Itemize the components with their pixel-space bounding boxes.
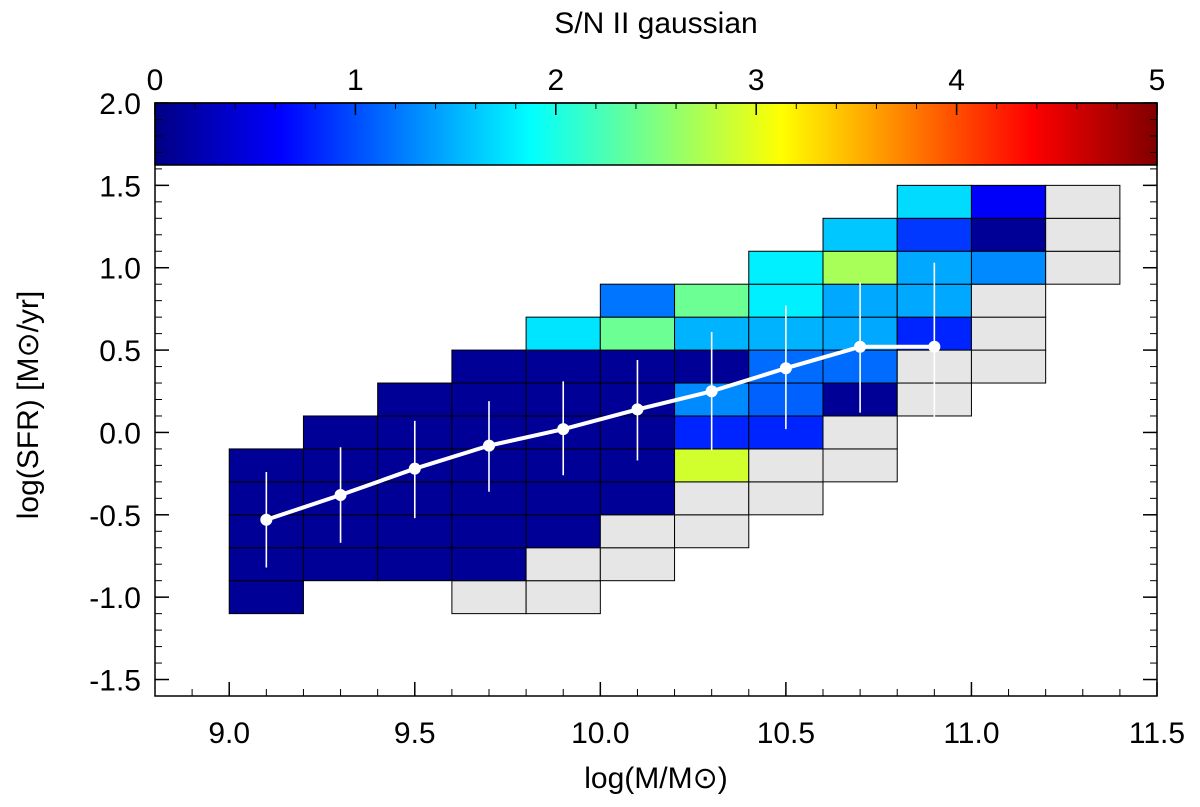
heatmap-bin (525, 349, 601, 384)
y-tick-label: -1.5 (89, 665, 141, 698)
x-tick-label: 10.0 (571, 717, 629, 750)
median-point (854, 340, 867, 353)
heatmap-bin (302, 415, 379, 450)
y-tick-label: 1.5 (99, 170, 141, 203)
median-point (483, 439, 495, 452)
y-tick-label: 1.0 (99, 253, 141, 286)
empty-bin (970, 283, 1047, 318)
empty-bin (674, 514, 750, 549)
plot-axes: 9.0 9.5 10.0 10.5 11.0 11.5 -1.5 -1.0 -0.5 0.0 0.5… (89, 88, 1185, 750)
empty-bin (748, 481, 824, 516)
empty-bin (970, 316, 1047, 351)
empty-bin (1045, 184, 1121, 219)
heatmap-cells (228, 184, 1121, 615)
median-point (705, 385, 718, 398)
median-point (928, 340, 941, 353)
heatmap-bin (377, 514, 453, 549)
heatmap-bin (896, 184, 972, 219)
y-axis-label: log(SFR) [M⊙/yr] (12, 291, 45, 519)
empty-bin (451, 580, 527, 615)
median-point (557, 423, 570, 436)
colorbar-gradient (154, 102, 1158, 166)
colorbar-tick-label: 4 (948, 64, 965, 97)
colorbar-tick-label: 5 (1149, 64, 1166, 97)
x-tick-label: 9.0 (208, 717, 250, 750)
y-tick-label: -1.0 (89, 582, 141, 615)
empty-bin (525, 580, 601, 615)
x-tick-label: 11.0 (943, 717, 999, 750)
heatmap-bin (970, 184, 1047, 219)
empty-bin (674, 481, 750, 516)
median-point (260, 513, 273, 526)
heatmap-bin (451, 514, 527, 549)
heatmap-bin (599, 316, 676, 351)
median-point (779, 362, 792, 375)
heatmap-bin (525, 514, 601, 549)
colorbar-title: S/N II gaussian (554, 7, 757, 40)
median-line (260, 262, 941, 568)
heatmap-bin (674, 448, 750, 483)
heatmap-bin (228, 580, 304, 615)
heatmap-bin (599, 283, 676, 318)
heatmap-bin (822, 217, 898, 252)
heatmap-bin (599, 481, 676, 516)
empty-bin (822, 415, 898, 450)
empty-bin (525, 547, 601, 582)
heatmap-bin (674, 283, 750, 318)
heatmap-bin (970, 250, 1047, 285)
heatmap-bin (525, 481, 601, 516)
colorbar-tick-labels: 0 1 2 3 4 5 (147, 64, 1166, 97)
x-tick-label: 9.5 (394, 717, 436, 750)
median-point (631, 403, 644, 416)
y-tick-label: 0.0 (99, 417, 141, 450)
heatmap-bin (748, 250, 824, 285)
heatmap-bin (451, 349, 527, 384)
colorbar-tick-label: 0 (147, 64, 164, 97)
y-tick-label: 0.5 (99, 335, 141, 368)
heatmap-bin (377, 382, 453, 417)
heatmap-bin (970, 217, 1047, 252)
empty-bin (1045, 217, 1121, 252)
y-tick-label: -0.5 (89, 500, 141, 533)
x-tick-label: 11.5 (1129, 717, 1185, 750)
median-point (408, 462, 421, 475)
x-axis-label: log(M/M⊙) (584, 762, 727, 795)
colorbar-tick-label: 1 (347, 64, 364, 97)
empty-bin (599, 514, 676, 549)
colorbar (154, 102, 1158, 166)
empty-bin (1045, 250, 1121, 285)
empty-bin (822, 448, 898, 483)
y-tick-label: 2.0 (99, 88, 141, 121)
heatmap-bin (525, 316, 601, 351)
heatmap-bin (451, 547, 527, 582)
empty-bin (599, 547, 676, 582)
colorbar-tick-label: 2 (547, 64, 564, 97)
empty-bin (970, 349, 1047, 384)
heatmap-bin (377, 547, 453, 582)
heatmap-bin (302, 547, 379, 582)
empty-bin (748, 448, 824, 483)
median-point (334, 489, 347, 502)
x-tick-label: 10.5 (757, 717, 815, 750)
colorbar-tick-label: 3 (748, 64, 765, 97)
median-polyline (265, 344, 935, 522)
heatmap-bin (896, 217, 972, 252)
heatmap-bin (822, 250, 898, 285)
